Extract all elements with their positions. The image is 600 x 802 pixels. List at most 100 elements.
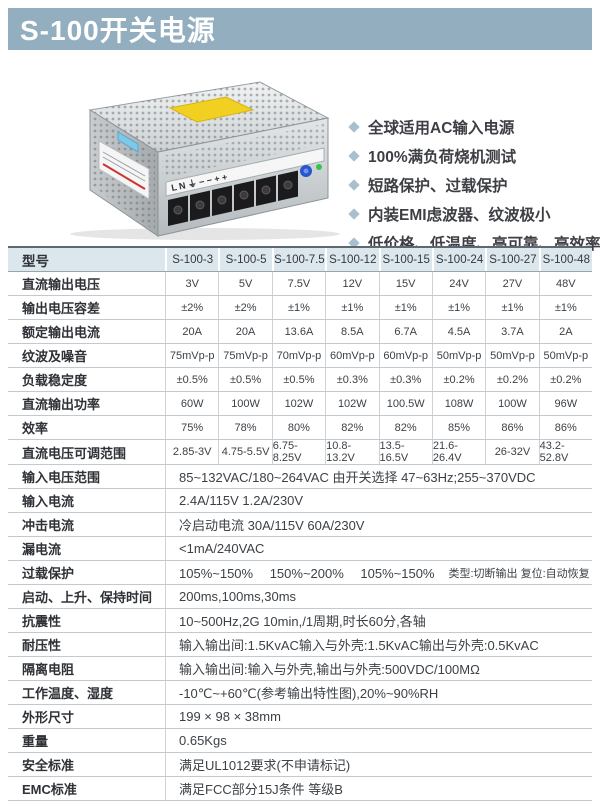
row-label: 直流输出电压 [22, 277, 101, 292]
spec-value-cell: ±0.3% [325, 368, 378, 391]
spec-value-cell: ±0.5% [218, 368, 271, 391]
feature-item: 短路保护、过载保护 [348, 174, 600, 196]
spec-value-cell: 15V [378, 272, 432, 295]
spec-value-cell: ±2% [218, 296, 271, 319]
spec-value-cell: 85~132VAC/180~264VAC 由开关选择 47~63Hz;255~3… [165, 465, 592, 488]
spec-value-cell: ±0.3% [378, 368, 432, 391]
spec-value-cell: 108W [431, 392, 485, 415]
spec-value-cell: 21.6-26.4V [431, 440, 485, 464]
spec-value-cell: 13.5-16.5V [378, 440, 432, 464]
row-label: 效率 [22, 421, 49, 436]
spec-value: 冷启动电流 30A/115V 60A/230V [179, 518, 365, 533]
spec-value: 满足UL1012要求(不申请标记) [179, 758, 351, 773]
table-row: 输出电压容差 ±2% ±2% ±1% ±1% ±1% ±1% ±1% ±1% [8, 296, 592, 320]
table-row: 效率 75% 78% 80% 82% 82% 85% 86% 86% [8, 416, 592, 440]
spec-value-cell: 3.7A [485, 320, 538, 343]
features-list: 全球适用AC输入电源 100%满负荷烧机测试短路保护、过载保护内装EMI虑波器、纹… [348, 58, 600, 253]
table-row: 安全标准 满足UL1012要求(不申请标记) [8, 753, 592, 777]
spec-value-cell: 0.65Kgs [165, 729, 592, 752]
spec-value-cell: ±1% [485, 296, 538, 319]
spec-value-cell: 100W [218, 392, 271, 415]
spec-value-cell: 43.2-52.8V [538, 440, 592, 464]
model-column-header: S-100-3 [165, 248, 218, 271]
table-row: 重量 0.65Kgs [8, 729, 592, 753]
spec-value: 85~132VAC/180~264VAC 由开关选择 47~63Hz;255~3… [179, 470, 536, 485]
table-row: 输入电流 2.4A/115V 1.2A/230V [8, 489, 592, 513]
spec-table: 型号 S-100-3 S-100-5 S-100-7.5 S-100-12 S-100-1… [8, 246, 592, 801]
diamond-bullet-icon [348, 208, 360, 220]
spec-value-cell: ±1% [431, 296, 485, 319]
spec-value-cell: 60mVp-p [378, 344, 432, 367]
spec-value-cell: 输入输出间:1.5KvAC输入与外壳:1.5KvAC输出与外壳:0.5KvAC [165, 633, 592, 656]
row-label: 安全标准 [22, 758, 75, 773]
spec-value-cell: 4.5A [431, 320, 485, 343]
spec-value-cell: 82% [378, 416, 432, 439]
spec-value-cell: 60mVp-p [325, 344, 378, 367]
spec-value-cell: 7.5V [271, 272, 325, 295]
table-row: 直流输出功率 60W 100W 102W 102W 100.5W 108W 100W 96W [8, 392, 592, 416]
spec-value-cell: -10℃~+60℃(参考输出特性图),20%~90%RH [165, 681, 592, 704]
row-label: 隔离电阻 [22, 662, 75, 677]
table-row: 负载稳定度 ±0.5% ±0.5% ±0.5% ±0.3% ±0.3% ±0.2% ±0.2%… [8, 368, 592, 392]
table-row: 外形尺寸 199 × 98 × 38mm [8, 705, 592, 729]
model-column-header: S-100-12 [325, 248, 378, 271]
model-column-header: S-100-5 [218, 248, 271, 271]
row-label: 抗震性 [22, 614, 62, 629]
table-row: 启动、上升、保持时间 200ms,100ms,30ms [8, 585, 592, 609]
spec-value-cell: ±0.5% [271, 368, 325, 391]
spec-value-cell: ±1% [325, 296, 378, 319]
spec-value-cell: 75% [165, 416, 218, 439]
spec-value-cell: 60W [165, 392, 218, 415]
table-row: 直流输出电压 3V 5V 7.5V 12V 15V 24V 27V 48V [8, 272, 592, 296]
spec-value-cell: ±0.5% [165, 368, 218, 391]
spec-value: 0.65Kgs [179, 733, 227, 748]
table-row: 耐压性 输入输出间:1.5KvAC输入与外壳:1.5KvAC输出与外壳:0.5Kv… [8, 633, 592, 657]
row-label: 耐压性 [22, 638, 62, 653]
spec-value-cell: 48V [538, 272, 592, 295]
spec-value-cell: 20A [165, 320, 218, 343]
spec-value-cell: 80% [271, 416, 325, 439]
spec-value: <1mA/240VAC [179, 541, 265, 556]
table-row: 型号 S-100-3 S-100-5 S-100-7.5 S-100-12 S-100-1… [8, 246, 592, 272]
spec-value: 200ms,100ms,30ms [179, 589, 297, 604]
spec-value-cell: 3V [165, 272, 218, 295]
spec-value: 2.4A/115V 1.2A/230V [179, 493, 304, 508]
model-column-header: S-100-24 [431, 248, 485, 271]
spec-value: 满足FCC部分15J条件 等级B [179, 782, 343, 797]
feature-item: 100%满负荷烧机测试 [348, 145, 600, 167]
table-row: 过载保护 105%~150% 150%~200% 105%~150% 类型:切断输出… [8, 561, 592, 585]
diamond-bullet-icon [348, 150, 360, 162]
table-row: 纹波及噪音 75mVp-p 75mVp-p 70mVp-p 60mVp-p 60mVp-p… [8, 344, 592, 368]
spec-value-cell: 2A [538, 320, 592, 343]
page-title: S-100开关电源 [20, 15, 216, 46]
spec-value-cell: 2.4A/115V 1.2A/230V [165, 489, 592, 512]
feature-label: 100%满负荷烧机测试 [368, 149, 517, 166]
diamond-bullet-icon [348, 179, 360, 191]
row-label: 直流电压可调范围 [22, 445, 127, 461]
table-row: 输入电压范围 85~132VAC/180~264VAC 由开关选择 47~63Hz… [8, 465, 592, 489]
model-column-header: S-100-27 [485, 248, 538, 271]
feature-label: 内装EMI虑波器、纹波极小 [368, 207, 551, 224]
title-bar: S-100开关电源 [8, 8, 592, 50]
spec-value: 10~500Hz,2G 10min,/1周期,时长60分,各轴 [179, 614, 426, 629]
table-header-label: 型号 [22, 253, 49, 269]
model-column-header: S-100-15 [378, 248, 432, 271]
spec-value-cell: 6.75-8.25V [271, 440, 325, 464]
spec-value-cell: 199 × 98 × 38mm [165, 705, 592, 728]
row-label: 直流输出功率 [22, 397, 101, 412]
spec-value-cell: 2.85-3V [165, 440, 218, 464]
table-row: 直流电压可调范围 2.85-3V 4.75-5.5V 6.75-8.25V 10.8-1… [8, 440, 592, 465]
spec-value-cell: 50mVp-p [431, 344, 485, 367]
feature-item: 全球适用AC输入电源 [348, 116, 600, 138]
spec-value-cell: 105%~150% 150%~200% 105%~150% 类型:切断输出 复位:… [165, 561, 592, 584]
diamond-bullet-icon [348, 121, 360, 133]
spec-value-cell: 26-32V [485, 440, 538, 464]
spec-value-cell: 4.75-5.5V [218, 440, 271, 464]
spec-value: 输入输出间:输入与外壳,输出与外壳:500VDC/100MΩ [179, 662, 480, 677]
feature-label: 全球适用AC输入电源 [368, 120, 515, 137]
spec-value-cell: 12V [325, 272, 378, 295]
spec-value-cell: 冷启动电流 30A/115V 60A/230V [165, 513, 592, 536]
spec-value-cell: 满足FCC部分15J条件 等级B [165, 777, 592, 800]
table-row: 冲击电流 冷启动电流 30A/115V 60A/230V [8, 513, 592, 537]
spec-value-cell: 86% [538, 416, 592, 439]
